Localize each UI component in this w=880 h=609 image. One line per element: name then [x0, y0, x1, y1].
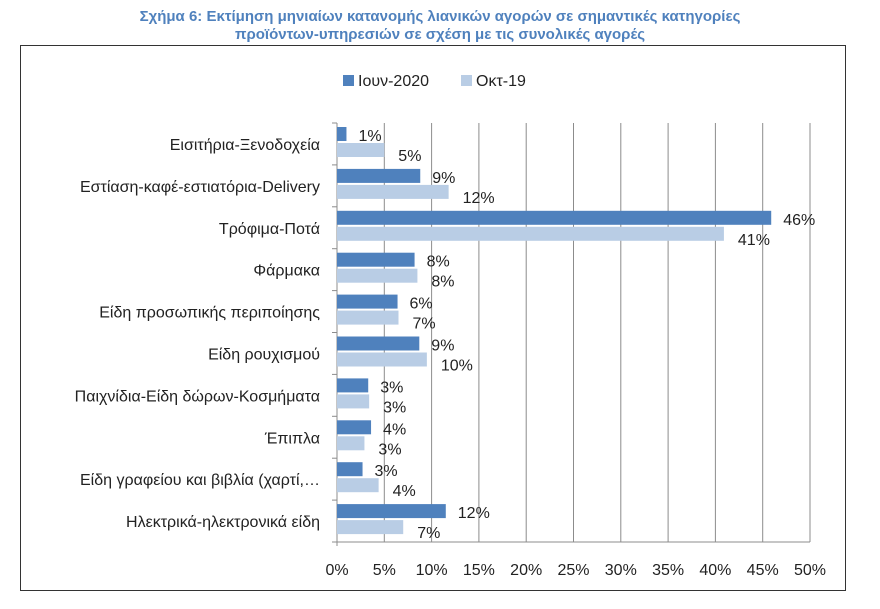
- bar-jun2020: [337, 127, 347, 141]
- chart-title-line1: Σχήμα 6: Εκτίμηση μηνιαίων κατανομής λια…: [139, 8, 741, 25]
- bar-jun2020: [337, 504, 446, 519]
- data-label: 3%: [380, 379, 403, 396]
- data-label: 3%: [375, 463, 398, 480]
- bar-oct19: [337, 226, 724, 241]
- data-label: 6%: [410, 296, 433, 313]
- data-label: 8%: [427, 254, 450, 271]
- legend-swatch: [343, 75, 354, 86]
- legend-swatch: [461, 75, 472, 86]
- data-label: 4%: [393, 483, 416, 500]
- legend-label: Οκτ-19: [476, 73, 526, 90]
- data-label: 7%: [417, 525, 440, 542]
- legend-label: Ιουν-2020: [358, 73, 429, 90]
- bar-oct19: [337, 352, 427, 367]
- bar-oct19: [337, 394, 370, 409]
- x-tick-label: 50%: [794, 562, 826, 579]
- bar-oct19: [337, 143, 385, 157]
- data-label: 10%: [441, 358, 473, 375]
- x-tick-label: 10%: [416, 562, 448, 579]
- category-label: Είδη γραφείου και βιβλία (χαρτί,…: [80, 472, 320, 489]
- data-label: 46%: [783, 212, 815, 229]
- bar-jun2020: [337, 462, 363, 477]
- chart-title-line2: προϊόντων-υπηρεσιών σε σχέση με τις συνο…: [234, 26, 646, 43]
- bar-oct19: [337, 478, 379, 493]
- chart-title: Σχήμα 6: Εκτίμηση μηνιαίων κατανομής λια…: [0, 8, 880, 44]
- data-label: 41%: [738, 232, 770, 249]
- data-label: 7%: [412, 316, 435, 333]
- bar-jun2020: [337, 378, 369, 393]
- bar-oct19: [337, 184, 449, 199]
- x-tick-label: 40%: [699, 562, 731, 579]
- data-label: 9%: [432, 170, 455, 187]
- bar-jun2020: [337, 294, 398, 309]
- bar-oct19: [337, 520, 404, 535]
- bar-jun2020: [337, 168, 421, 183]
- chart-frame: [20, 45, 846, 591]
- bar-oct19: [337, 268, 418, 283]
- bar-jun2020: [337, 252, 415, 267]
- data-label: 4%: [383, 421, 406, 438]
- category-label: Είδη προσωπικής περιποίησης: [99, 305, 320, 322]
- data-label: 3%: [383, 399, 406, 416]
- category-label: Φάρμακα: [253, 263, 320, 280]
- category-label: Εισιτήρια-Ξενοδοχεία: [170, 137, 320, 154]
- x-tick-label: 35%: [652, 562, 684, 579]
- bar-oct19: [337, 436, 365, 451]
- bar-jun2020: [337, 336, 420, 351]
- x-tick-label: 30%: [605, 562, 637, 579]
- x-tick-label: 45%: [747, 562, 779, 579]
- x-tick-label: 20%: [510, 562, 542, 579]
- data-label: 3%: [378, 441, 401, 458]
- bar-jun2020: [337, 210, 772, 225]
- data-label: 1%: [358, 128, 381, 145]
- x-tick-label: 15%: [463, 562, 495, 579]
- data-label: 9%: [431, 338, 454, 355]
- category-label: Παιχνίδια-Είδη δώρων-Κοσμήματα: [75, 388, 320, 405]
- data-label: 5%: [398, 148, 421, 165]
- bar-jun2020: [337, 420, 372, 435]
- data-label: 12%: [463, 190, 495, 207]
- category-label: Ηλεκτρικά-ηλεκτρονικά είδη: [126, 514, 320, 531]
- category-label: Είδη ρουχισμού: [208, 346, 320, 363]
- data-label: 12%: [458, 505, 490, 522]
- x-tick-label: 25%: [557, 562, 589, 579]
- x-tick-label: 0%: [325, 562, 348, 579]
- category-label: Τρόφιμα-Ποτά: [219, 221, 320, 238]
- data-label: 8%: [431, 274, 454, 291]
- x-tick-label: 5%: [373, 562, 396, 579]
- category-label: Εστίαση-καφέ-εστιατόρια-Delivery: [80, 179, 320, 196]
- bar-oct19: [337, 310, 399, 325]
- category-label: Έπιπλα: [264, 430, 320, 447]
